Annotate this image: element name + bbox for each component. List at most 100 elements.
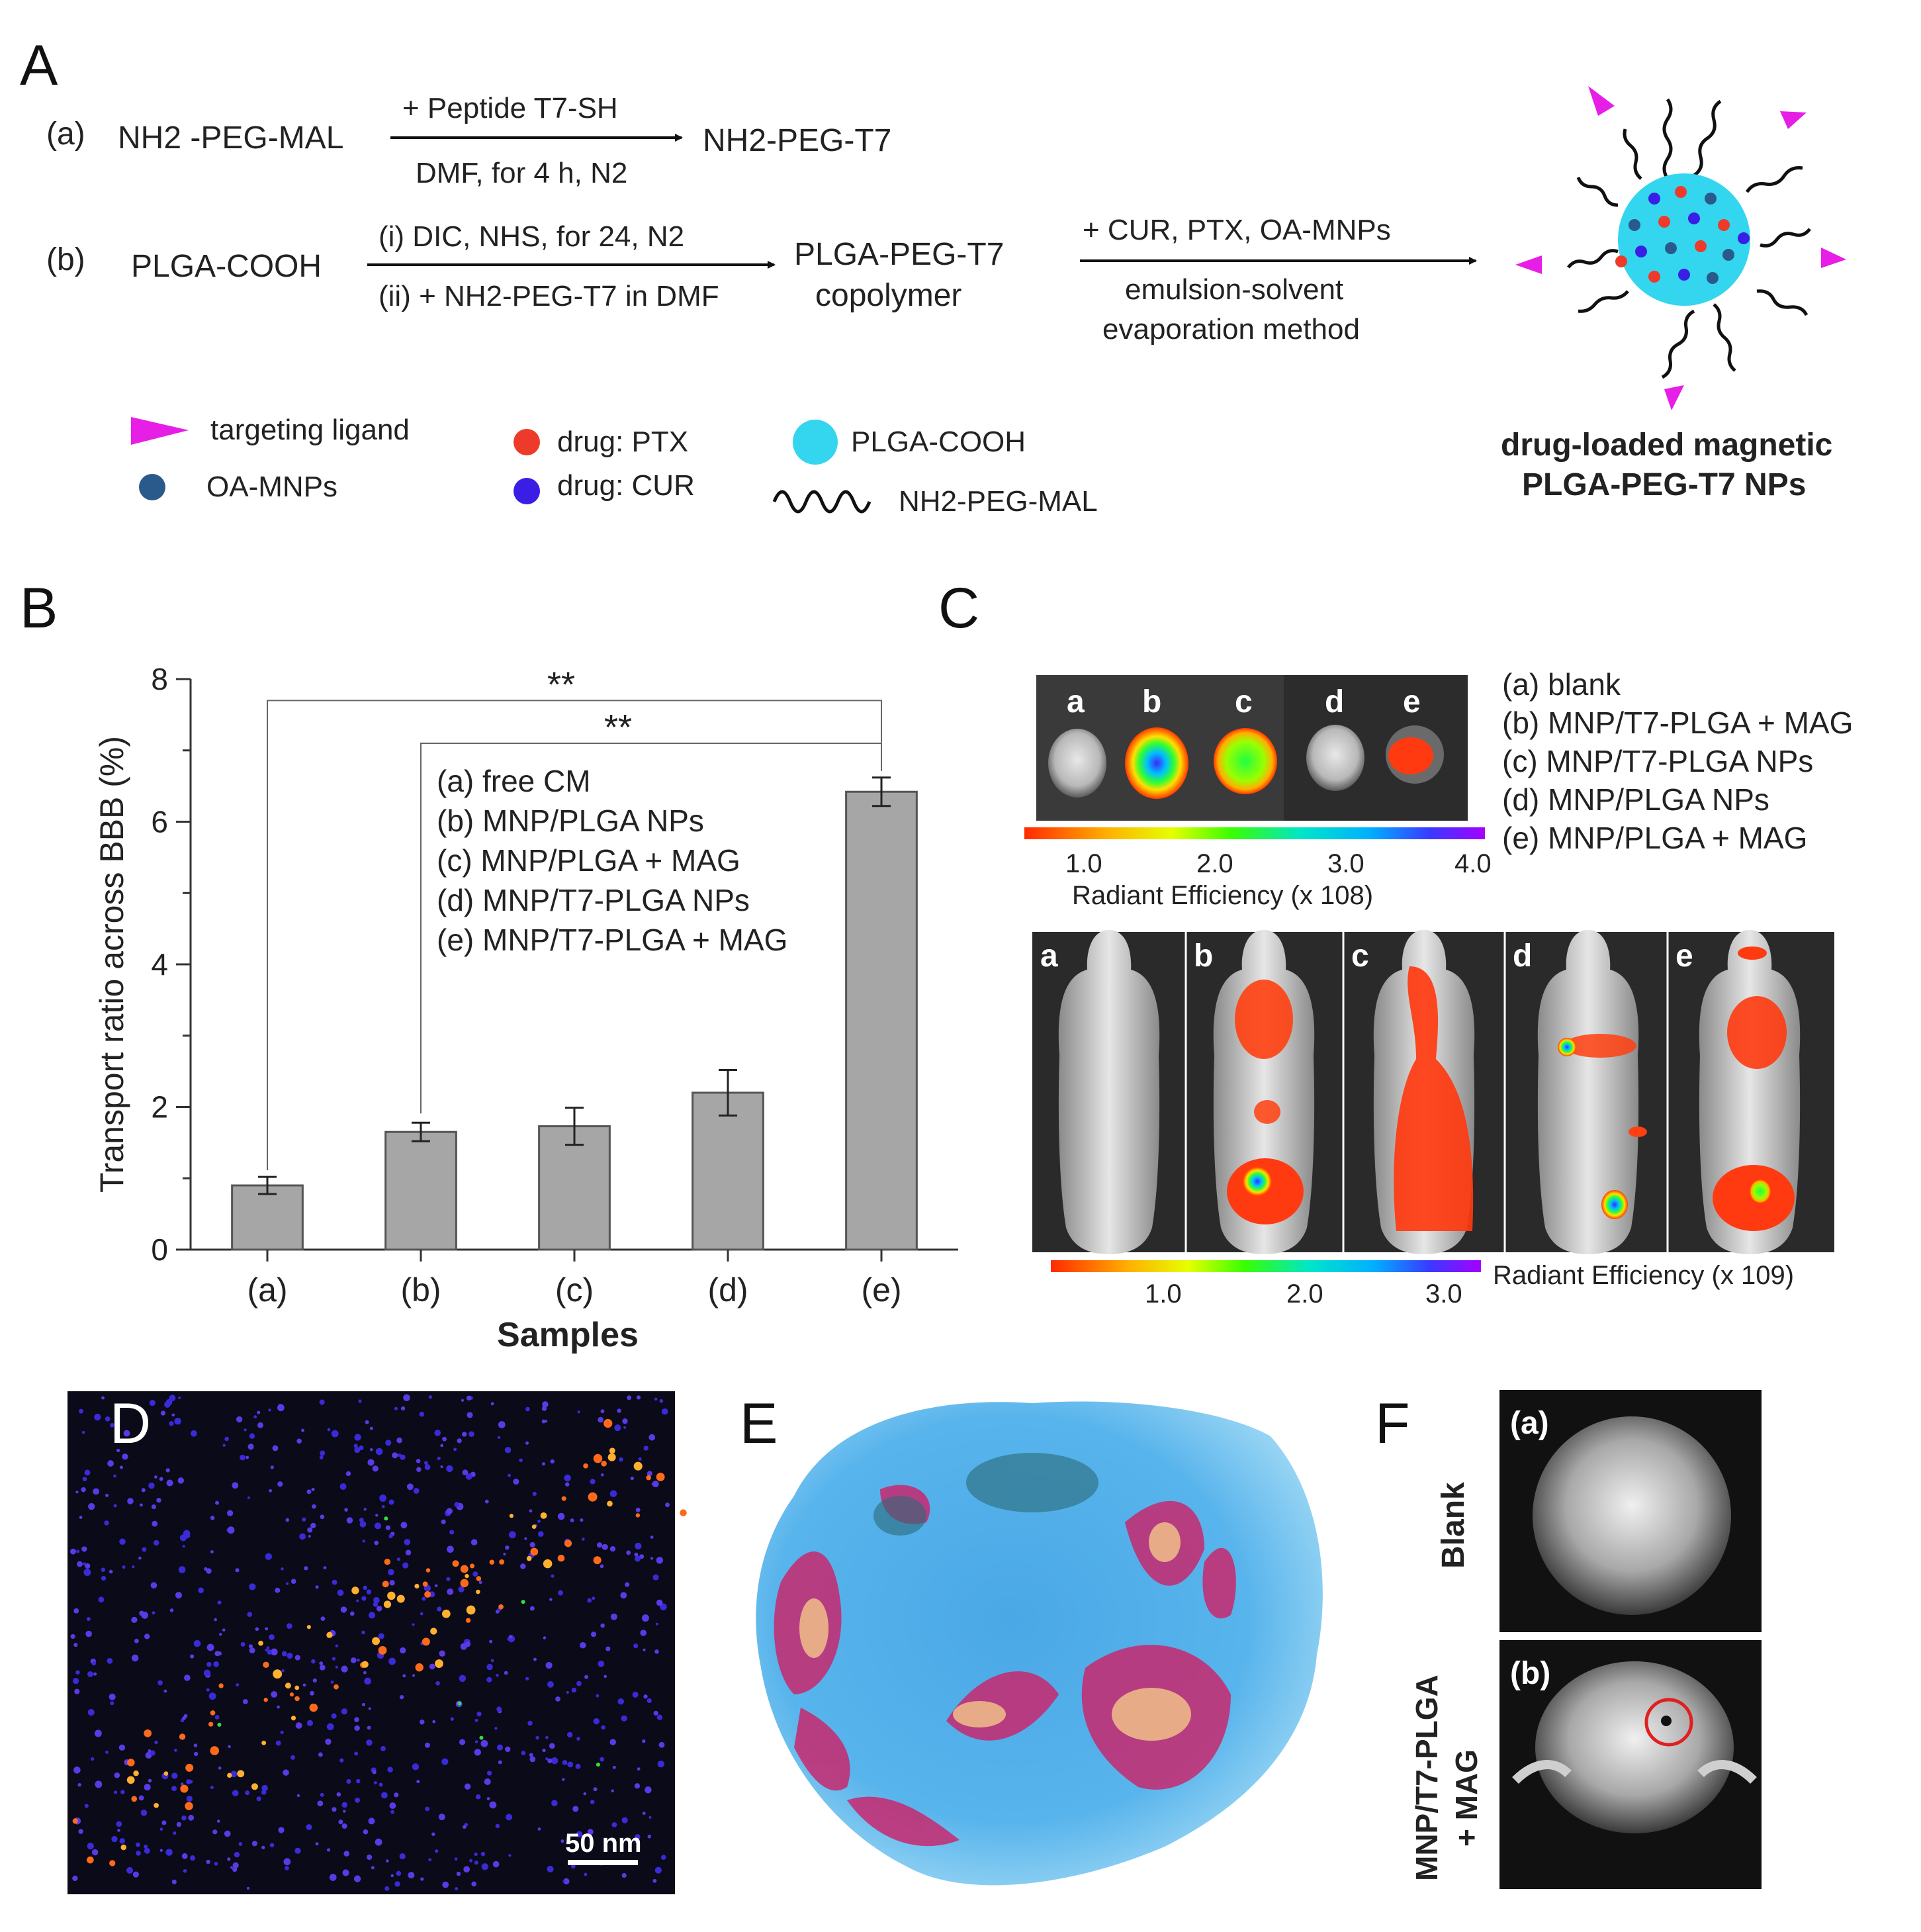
chart-legend-entry: (c) MNP/PLGA + MAG bbox=[437, 843, 740, 878]
targeting-ligand-icon bbox=[131, 417, 189, 445]
panel-f-letter: F bbox=[1375, 1392, 1410, 1455]
bar bbox=[692, 1091, 764, 1251]
y-tick-label: 2 bbox=[151, 1090, 168, 1125]
reaction-b-conditions-above: (i) DIC, NHS, for 24, N2 bbox=[379, 220, 684, 253]
x-tick-label: (c) bbox=[555, 1271, 594, 1309]
reaction-b-label: (b) bbox=[46, 242, 85, 277]
reaction-a-product: NH2-PEG-T7 bbox=[703, 123, 891, 158]
x-axis-title: Samples bbox=[497, 1316, 639, 1354]
oa-mnps-icon bbox=[139, 474, 165, 500]
significance-bracket-b-e bbox=[420, 742, 882, 1114]
reaction-a-reactant: NH2 -PEG-MAL bbox=[118, 120, 343, 156]
scale2-tick-1: 1.0 bbox=[1145, 1279, 1182, 1309]
dish-label-b: b bbox=[1142, 684, 1161, 719]
f-side-b-line1: MNP/T7-PLGA bbox=[1409, 1675, 1444, 1881]
x-tick-label: (d) bbox=[707, 1271, 748, 1309]
panel-d-letter: D bbox=[110, 1392, 151, 1455]
reaction-b-step2-above: + CUR, PTX, OA-MNPs bbox=[1083, 214, 1391, 246]
chart-legend-entry: (a) free CM bbox=[437, 764, 591, 798]
nanoparticle-caption-2: PLGA-PEG-T7 NPs bbox=[1522, 467, 1806, 502]
scale1-tick-4: 4.0 bbox=[1454, 849, 1492, 878]
scalebar-label: 50 nm bbox=[565, 1829, 642, 1858]
y-tick-label: 4 bbox=[151, 947, 168, 982]
legend-drug-ptx: drug: PTX bbox=[557, 426, 688, 458]
reaction-a-reagent: + Peptide T7-SH bbox=[402, 92, 618, 124]
mouse-label-e: e bbox=[1675, 939, 1693, 974]
legend-drug-cur: drug: CUR bbox=[557, 469, 695, 502]
c-legend-b: (b) MNP/T7-PLGA + MAG bbox=[1502, 706, 1853, 740]
cur-dot-icon bbox=[514, 478, 540, 504]
c-legend-a: (a) blank bbox=[1502, 667, 1621, 702]
y-tick-label: 8 bbox=[151, 662, 168, 696]
scale1-tick-2: 2.0 bbox=[1196, 849, 1233, 878]
chart-legend-entry: (d) MNP/T7-PLGA NPs bbox=[437, 883, 750, 917]
c-legend-c: (c) MNP/T7-PLGA NPs bbox=[1502, 744, 1813, 778]
panel-e: E bbox=[740, 1392, 1323, 1886]
bar bbox=[845, 790, 918, 1251]
reaction-b-conditions-below: (ii) + NH2-PEG-T7 in DMF bbox=[379, 280, 719, 312]
f-label-a: (a) bbox=[1510, 1406, 1549, 1441]
mouse-label-d: d bbox=[1513, 939, 1532, 974]
legend-oa-mnps: OA-MNPs bbox=[206, 471, 337, 503]
panel-d: D 50 nm bbox=[67, 1391, 687, 1894]
scalebar bbox=[568, 1860, 638, 1865]
lesion-circle-marker bbox=[1644, 1698, 1693, 1747]
y-axis-title: Transport ratio across BBB (%) bbox=[93, 736, 130, 1193]
reaction-a-label: (a) bbox=[46, 116, 85, 152]
scale2-label: Radiant Efficiency (x 109) bbox=[1493, 1261, 1794, 1290]
significance-mark: ** bbox=[604, 708, 632, 747]
f-label-b: (b) bbox=[1510, 1656, 1550, 1691]
panel-b: B 0 2 4 6 8 (a) (b) (c) (d) (e) Samples Transport r… bbox=[20, 576, 958, 1354]
x-tick-label: (e) bbox=[861, 1271, 901, 1309]
color-scale-2 bbox=[1051, 1260, 1481, 1272]
panel-c-letter: C bbox=[938, 576, 979, 640]
c-legend-d: (d) MNP/PLGA NPs bbox=[1502, 782, 1769, 817]
x-tick-label: (a) bbox=[247, 1271, 287, 1309]
panel-b-letter: B bbox=[20, 576, 58, 640]
plga-sphere-icon bbox=[793, 420, 838, 465]
reaction-b-product-line2: copolymer bbox=[815, 278, 961, 313]
reaction-b-product-line1: PLGA-PEG-T7 bbox=[794, 237, 1004, 272]
legend-targeting-ligand: targeting ligand bbox=[210, 414, 410, 446]
scale1-label: Radiant Efficiency (x 108) bbox=[1072, 881, 1373, 910]
legend-plga-cooh: PLGA-COOH bbox=[851, 426, 1026, 458]
bar bbox=[538, 1125, 611, 1251]
chart-legend-entry: (e) MNP/T7-PLGA + MAG bbox=[437, 923, 787, 957]
mouse-label-c: c bbox=[1351, 939, 1369, 974]
scale2-tick-3: 3.0 bbox=[1425, 1279, 1462, 1309]
bar-chart: 0 2 4 6 8 (a) (b) (c) (d) (e) Samples Transport rat… bbox=[93, 662, 958, 1354]
panel-a-letter: A bbox=[20, 34, 58, 97]
y-tick-label: 0 bbox=[151, 1232, 168, 1267]
in-vivo-mice-image: a b c d e bbox=[1032, 930, 1834, 1254]
nanoparticle-schematic bbox=[1515, 86, 1846, 410]
nanoparticle-caption-1: drug-loaded magnetic bbox=[1501, 428, 1832, 463]
peg-chain-icon bbox=[772, 490, 871, 514]
chart-legend-entry: (b) MNP/PLGA NPs bbox=[437, 804, 704, 838]
scale2-tick-2: 2.0 bbox=[1286, 1279, 1323, 1309]
legend-peg-mal: NH2-PEG-MAL bbox=[899, 485, 1098, 518]
scale1-tick-3: 3.0 bbox=[1327, 849, 1364, 878]
panel-c: C a b c d e 1.0 2.0 3.0 4.0 Radiant Effi… bbox=[938, 576, 1853, 1309]
panel-f: F (a) (b) Blank MNP/T7-PLGA + MAG bbox=[1375, 1390, 1762, 1889]
significance-mark: ** bbox=[547, 665, 575, 704]
dish-label-d: d bbox=[1325, 684, 1344, 719]
bar bbox=[231, 1184, 304, 1251]
reaction-b-step2-below-1: emulsion-solvent bbox=[1125, 273, 1343, 306]
significance-bracket-a-e bbox=[267, 700, 882, 1171]
ptx-dot-icon bbox=[514, 429, 540, 455]
x-tick-label: (b) bbox=[400, 1271, 441, 1309]
panel-a: A (a) NH2 -PEG-MAL + Peptide T7-SH DMF, … bbox=[20, 34, 1846, 518]
reaction-a-conditions: DMF, for 4 h, N2 bbox=[416, 157, 627, 189]
dish-label-a: a bbox=[1067, 684, 1085, 719]
y-tick-label: 6 bbox=[151, 805, 168, 839]
dish-label-c: c bbox=[1235, 684, 1253, 719]
reaction-b-step2-below-2: evaporation method bbox=[1102, 313, 1360, 345]
panel-e-letter: E bbox=[740, 1392, 778, 1455]
scale1-tick-1: 1.0 bbox=[1065, 849, 1102, 878]
bar bbox=[384, 1130, 457, 1251]
color-scale-1 bbox=[1024, 827, 1485, 839]
f-side-b-line2: + MAG bbox=[1449, 1749, 1484, 1847]
mouse-label-b: b bbox=[1194, 939, 1213, 974]
3d-brain-rendering bbox=[756, 1401, 1323, 1886]
